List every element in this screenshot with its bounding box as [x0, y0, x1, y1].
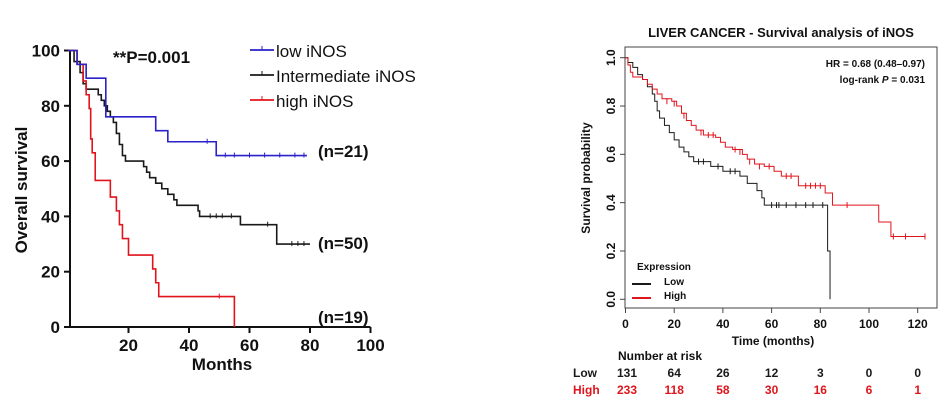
right-x-tick-label: 20: [668, 317, 682, 331]
left-y-tick-label: 100: [32, 42, 60, 61]
left-x-tick-label: 100: [356, 336, 384, 355]
left-n-label: (n=21): [318, 142, 369, 161]
left-y-axis-label: Overall survival: [12, 127, 31, 254]
right-y-tick-label: 0.2: [604, 242, 618, 259]
right-x-axis-label: Time (months): [732, 334, 814, 348]
left-y-tick-label: 80: [41, 97, 60, 116]
right-x-tick-label: 100: [859, 317, 879, 331]
risk-cell: 0: [866, 366, 873, 380]
right-x-tick-label: 0: [622, 317, 629, 331]
right-x-tick-label: 80: [814, 317, 828, 331]
risk-cell: 233: [617, 383, 637, 397]
left-annotation-pvalue: **P=0.001: [113, 48, 190, 67]
right-logrank-annotation: log-rank P = 0.031: [840, 75, 926, 86]
left-chart: 0 20 40 60 80 100 20 40 60 80 100 (n=21) (n=50) (n=1…: [12, 42, 416, 375]
left-n-label: (n=50): [318, 234, 369, 253]
risk-cell: 12: [765, 366, 779, 380]
right-y-tick-label: 0.6: [604, 146, 618, 163]
right-y-tick-label: 0.0: [604, 291, 618, 308]
risk-cell: 1: [914, 383, 921, 397]
risk-cell: 6: [866, 383, 873, 397]
right-y-tick-label: 1.0: [604, 49, 618, 66]
left-legend-label: high iNOS: [276, 92, 353, 111]
left-y-tick-label: 20: [41, 263, 60, 282]
risk-cell: 64: [668, 366, 682, 380]
risk-row-label: Low: [573, 366, 598, 380]
left-series: (n=21) (n=50) (n=19): [68, 49, 369, 327]
risk-cell: 26: [716, 366, 730, 380]
left-y-tick-label: 60: [41, 152, 60, 171]
risk-cell: 16: [814, 383, 828, 397]
risk-row-label: High: [573, 383, 600, 397]
left-legend-label: low iNOS: [276, 42, 347, 61]
right-legend: Low High: [632, 277, 686, 302]
right-series: [625, 57, 926, 300]
right-x-tick-label: 60: [765, 317, 779, 331]
left-x-tick-label: 60: [240, 336, 259, 355]
risk-cell: 58: [716, 383, 730, 397]
right-x-tick-label: 120: [908, 317, 928, 331]
risk-cell: 118: [665, 383, 685, 397]
left-legend-label: Intermediate iNOS: [276, 67, 416, 86]
right-hr-annotation: HR = 0.68 (0.48–0.97): [826, 59, 925, 70]
left-n-label: (n=19): [318, 308, 369, 327]
risk-cell: 0: [914, 366, 921, 380]
right-legend-title: Expression: [637, 262, 691, 273]
left-legend: low iNOS Intermediate iNOS high iNOS: [250, 42, 416, 111]
left-survival-curve-1: [68, 49, 310, 245]
left-survival-curve-2: [68, 49, 236, 327]
right-plot-frame: [624, 46, 938, 309]
right-chart-title: LIVER CANCER - Survival analysis of iNOS: [648, 25, 914, 40]
right-y-tick-label: 0.4: [604, 194, 618, 211]
left-axes: 0 20 40 60 80 100 20 40 60 80 100: [32, 42, 385, 356]
right-legend-label: High: [664, 291, 686, 302]
risk-cell: 131: [617, 366, 637, 380]
left-survival-curve-0: [68, 49, 307, 157]
right-x-tick-label: 40: [716, 317, 730, 331]
right-y-tick-label: 0.8: [604, 97, 618, 114]
left-y-tick-label: 0: [51, 318, 60, 337]
left-x-tick-label: 20: [119, 336, 138, 355]
risk-cell: 3: [817, 366, 824, 380]
right-chart: LIVER CANCER - Survival analysis of iNOS…: [573, 25, 938, 397]
risk-cell: 30: [765, 383, 779, 397]
right-y-axis-label: Survival probability: [579, 122, 593, 234]
right-legend-label: Low: [664, 277, 684, 288]
risk-table-title: Number at risk: [618, 349, 702, 363]
right-axes: 0.0 0.2 0.4 0.6 0.8 1.0 0 20 40 60 80 100 120: [604, 49, 928, 331]
left-y-tick-label: 40: [41, 207, 60, 226]
left-x-tick-label: 40: [180, 336, 199, 355]
left-x-tick-label: 80: [301, 336, 320, 355]
right-survival-curve-high: [625, 57, 926, 237]
left-x-axis-label: Months: [192, 355, 252, 374]
